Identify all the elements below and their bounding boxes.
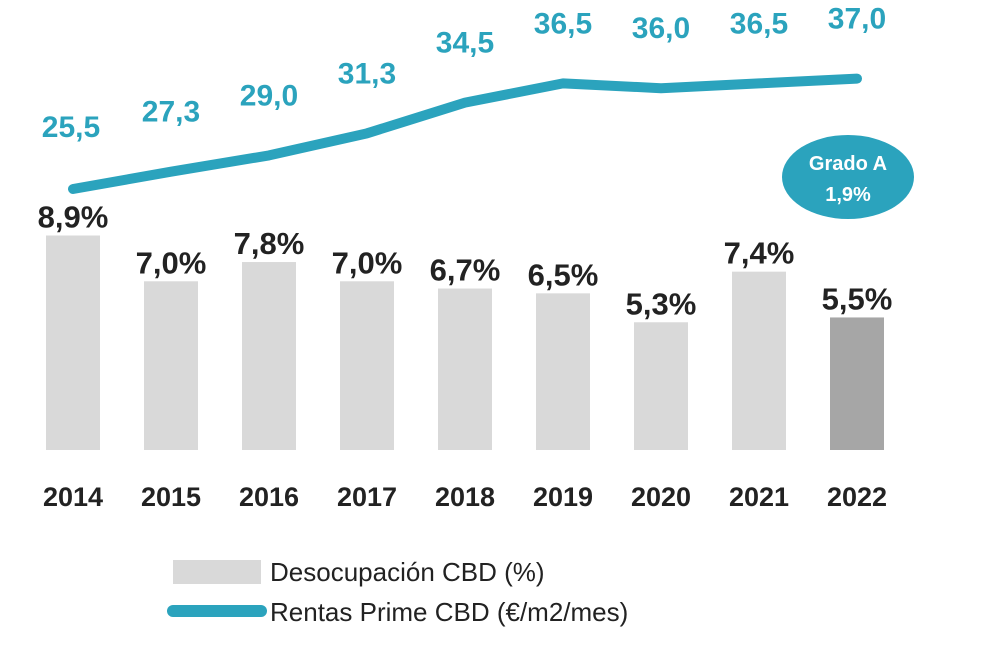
bar-label-2018: 6,7% (430, 253, 501, 288)
bar-2019 (536, 293, 590, 450)
rent-label-2017: 31,3 (338, 57, 396, 90)
legend-label-bar: Desocupación CBD (%) (270, 557, 545, 587)
bar-2022 (830, 317, 884, 450)
grade-a-badge-line1: Grado A (809, 153, 887, 175)
x-tick-2016: 2016 (239, 482, 299, 512)
x-tick-2021: 2021 (729, 482, 789, 512)
legend-label-line: Rentas Prime CBD (€/m2/mes) (270, 597, 628, 627)
bar-2018 (438, 288, 492, 450)
x-tick-2015: 2015 (141, 482, 201, 512)
bar-2015 (144, 281, 198, 450)
bar-2021 (732, 271, 786, 450)
x-tick-2018: 2018 (435, 482, 495, 512)
rent-label-2021: 36,5 (730, 7, 788, 40)
rent-label-2018: 34,5 (436, 27, 494, 60)
legend-swatch-bar (173, 560, 261, 584)
rent-label-2019: 36,5 (534, 7, 592, 40)
bar-label-2022: 5,5% (822, 281, 893, 316)
bar-label-2016: 7,8% (234, 226, 305, 261)
x-tick-2014: 2014 (43, 482, 103, 512)
bar-label-2017: 7,0% (332, 245, 403, 280)
rent-label-2020: 36,0 (632, 12, 690, 45)
bar-2020 (634, 322, 688, 450)
line-layer (68, 73, 862, 194)
grade-a-badge-line2: 1,9% (825, 184, 871, 206)
grade-a-badge: Grado A 1,9% (782, 135, 914, 219)
rent-label-2015: 27,3 (142, 96, 200, 129)
legend: Desocupación CBD (%) Rentas Prime CBD (€… (167, 557, 628, 627)
bar-label-2015: 7,0% (136, 245, 207, 280)
bar-label-2014: 8,9% (38, 200, 109, 235)
rent-label-2016: 29,0 (240, 79, 298, 112)
labels-layer: 8,9% 7,0% 7,8% 7,0% 6,7% 6,5% 5,3% 7,4% 5,5% 25,5… (38, 3, 893, 322)
bar-label-2019: 6,5% (528, 257, 599, 292)
x-tick-2020: 2020 (631, 482, 691, 512)
x-tick-2017: 2017 (337, 482, 397, 512)
bar-label-2020: 5,3% (626, 286, 697, 321)
rent-label-2014: 25,5 (42, 111, 100, 144)
bar-label-2021: 7,4% (724, 236, 795, 271)
x-tick-2019: 2019 (533, 482, 593, 512)
bar-2017 (340, 281, 394, 450)
x-tick-2022: 2022 (827, 482, 887, 512)
grade-a-badge-bg (782, 135, 914, 219)
bar-2014 (46, 235, 100, 450)
rent-label-2022: 37,0 (828, 3, 886, 36)
bars-layer (46, 235, 884, 450)
bar-2016 (242, 262, 296, 450)
x-axis: 2014 2015 2016 2017 2018 2019 2020 2021 2022 (43, 482, 887, 512)
